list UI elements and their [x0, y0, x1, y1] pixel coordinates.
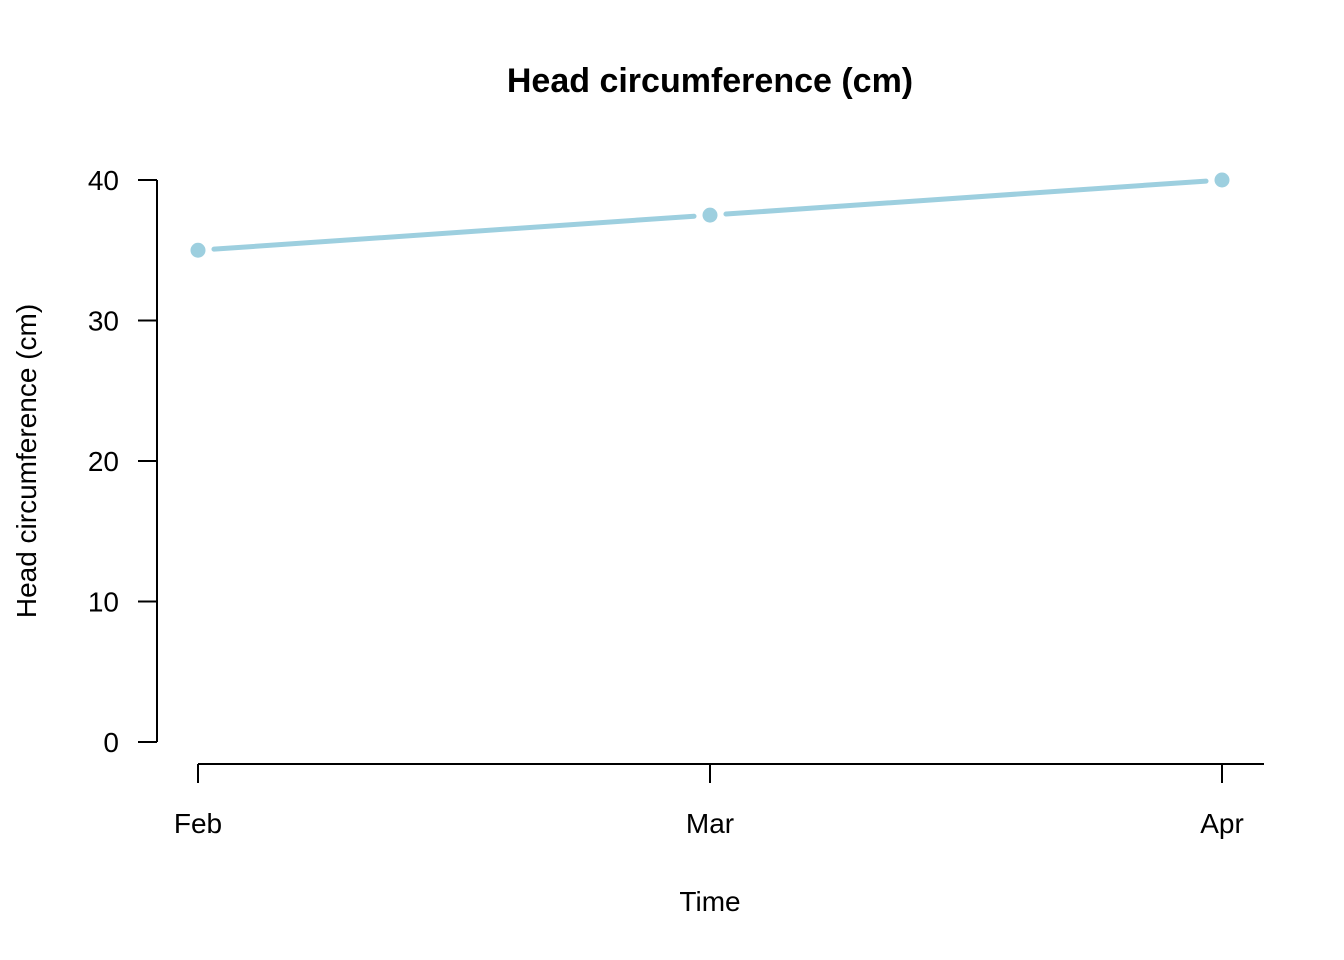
x-tick-label: Feb	[174, 808, 222, 839]
y-tick-label: 10	[88, 587, 119, 618]
series-line-segment	[723, 178, 1209, 217]
data-point	[702, 207, 718, 223]
y-tick-label: 40	[88, 165, 119, 196]
y-tick-label: 30	[88, 306, 119, 337]
y-tick-label: 20	[88, 446, 119, 477]
y-axis-label: Head circumference (cm)	[11, 304, 42, 618]
x-axis-ticks: Feb Mar Apr	[174, 764, 1244, 839]
y-axis-ticks: 0 10 20 30 40	[88, 165, 157, 758]
x-axis-label: Time	[679, 886, 740, 917]
chart-title: Head circumference (cm)	[507, 62, 913, 100]
x-tick-label: Mar	[686, 808, 734, 839]
y-tick-label: 0	[103, 727, 119, 758]
data-point	[1214, 172, 1230, 188]
series-line-segment	[211, 213, 697, 252]
x-tick-label: Apr	[1200, 808, 1244, 839]
series-group	[190, 172, 1230, 258]
data-point	[190, 242, 206, 258]
